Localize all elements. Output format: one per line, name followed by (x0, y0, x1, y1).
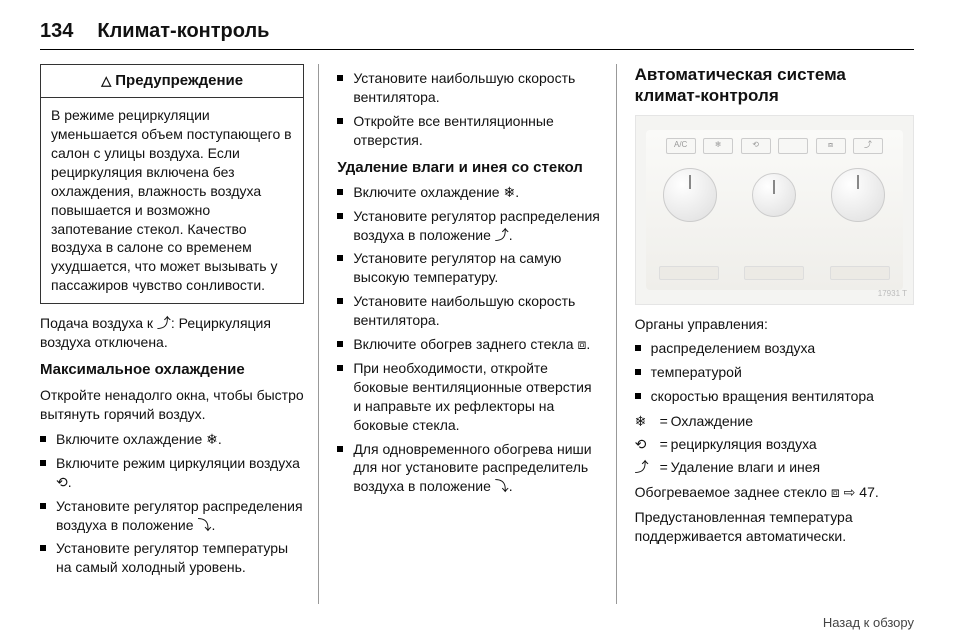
page-header: 134 Климат-контроль (40, 20, 914, 50)
list-item: температурой (635, 363, 914, 382)
demist-list: Включите охлаждение ❄. Установите регуля… (337, 183, 601, 496)
text: Установите регулятор распределения возду… (353, 208, 600, 243)
max-cooling-list-cont: Установите наибольшую скорость вентилято… (337, 69, 601, 150)
airflow-up-icon: ⤴ (157, 315, 171, 331)
auto-temp-note: Предустановленная температура поддержива… (635, 508, 914, 546)
illus-button: ⤴ (853, 138, 883, 154)
list-item: распределением воздуха (635, 339, 914, 358)
rear-defrost-icon: ⧈ (831, 484, 840, 500)
illus-dial-left (663, 168, 717, 222)
text: Обогреваемое заднее стекло (635, 484, 831, 500)
legend-text: Охлаждение (671, 412, 914, 431)
page-number: 134 (40, 20, 73, 43)
illus-slot (744, 266, 804, 280)
recirc-icon: ⟲ (635, 435, 657, 454)
list-item: скоростью вращения вентилятора (635, 387, 914, 406)
list-item: Установите регулятор на самую высокую те… (337, 249, 601, 287)
content-columns: △ Предупреждение В режиме рециркуляции ум… (40, 64, 914, 604)
illus-dial-right (831, 168, 885, 222)
list-item: Установите регулятор температуры на самы… (40, 539, 304, 577)
max-cooling-intro: Откройте ненадолго окна, чтобы быстро вы… (40, 386, 304, 424)
snowflake-icon: ❄ (206, 431, 218, 447)
airflow-down-icon: ⤵ (197, 517, 211, 533)
warning-triangle-icon: △ (101, 73, 111, 88)
rear-defrost-icon: ⧈ (578, 336, 587, 352)
airflow-up-icon: ⤴ (635, 458, 657, 477)
text: ⇨ 47. (840, 484, 879, 500)
text: Установите регулятор распределения возду… (56, 498, 303, 533)
list-item: Для одновременного обогрева ниши для ног… (337, 440, 601, 497)
column-2: Установите наибольшую скорость вентилято… (337, 64, 616, 604)
max-cooling-list: Включите охлаждение ❄. Включите режим ци… (40, 430, 304, 577)
airflow-up-icon: ⤴ (495, 227, 509, 243)
illus-tag: 17931 T (878, 289, 907, 300)
warning-label: Предупреждение (115, 72, 243, 89)
list-item: Включите обогрев заднего стекла ⧈. (337, 335, 601, 354)
text: Включите охлаждение (353, 184, 503, 200)
list-item: Включите охлаждение ❄. (40, 430, 304, 449)
warning-heading: △ Предупреждение (41, 65, 303, 98)
subhead-demist: Удаление влаги и инея со стекол (337, 158, 601, 178)
list-item: Установите наибольшую скорость вентилято… (337, 69, 601, 107)
illus-slot (659, 266, 719, 280)
controls-label: Органы управления: (635, 315, 914, 334)
equals: = (657, 412, 671, 431)
list-item: Откройте все вентиляционные отверстия. (337, 112, 601, 150)
illus-button: ❄ (703, 138, 733, 154)
warning-box: △ Предупреждение В режиме рециркуляции ум… (40, 64, 304, 304)
list-item: При необходимости, откройте боковые вент… (337, 359, 601, 435)
illus-button: A/C (666, 138, 696, 154)
illus-button: ⧈ (816, 138, 846, 154)
climate-panel-illustration: A/C ❄ ⟲ ⧈ ⤴ (635, 115, 914, 305)
column-3: Автоматическая система климат-контроля A… (635, 64, 914, 604)
list-item: Включите охлаждение ❄. (337, 183, 601, 202)
illus-button (778, 138, 808, 154)
warning-body: В режиме рециркуляции уменьшается объем … (41, 98, 303, 303)
recirc-off-note: Подача воздуха к ⤴: Рециркуляция воздуха… (40, 314, 304, 352)
illus-dial-mid (752, 173, 796, 217)
legend-text: рециркуляция воздуха (671, 435, 914, 454)
snowflake-icon: ❄ (504, 184, 516, 200)
airflow-down-icon: ⤵ (495, 478, 509, 494)
text: Подача воздуха к (40, 315, 157, 331)
recirc-icon: ⟲ (56, 474, 68, 490)
equals: = (657, 458, 671, 477)
symbol-legend: ❄=Охлаждение ⟲=рециркуляция воздуха ⤴=Уд… (635, 412, 914, 477)
rear-defrost-ref: Обогреваемое заднее стекло ⧈ ⇨ 47. (635, 483, 914, 502)
back-to-overview-link[interactable]: Назад к обзору (823, 615, 914, 630)
snowflake-icon: ❄ (635, 412, 657, 431)
illus-button: ⟲ (741, 138, 771, 154)
section-title: Климат-контроль (97, 20, 269, 43)
column-1: △ Предупреждение В режиме рециркуляции ум… (40, 64, 319, 604)
illus-slot (830, 266, 890, 280)
list-item: Установите наибольшую скорость вентилято… (337, 292, 601, 330)
list-item: Установите регулятор распределения возду… (337, 207, 601, 245)
list-item: Включите режим циркуляции воздуха ⟲. (40, 454, 304, 492)
text: Для одновременного обогрева ниши для ног… (353, 441, 591, 495)
text: Включите режим циркуляции воздуха (56, 455, 300, 471)
subhead-max-cooling: Максимальное охлаждение (40, 360, 304, 380)
list-item: Установите регулятор распределения возду… (40, 497, 304, 535)
legend-text: Удаление влаги и инея (671, 458, 914, 477)
text: Включите охлаждение (56, 431, 206, 447)
text: Включите обогрев заднего стекла (353, 336, 577, 352)
equals: = (657, 435, 671, 454)
auto-climate-title: Автоматическая система климат-контроля (635, 64, 914, 107)
controls-list: распределением воздуха температурой скор… (635, 339, 914, 406)
